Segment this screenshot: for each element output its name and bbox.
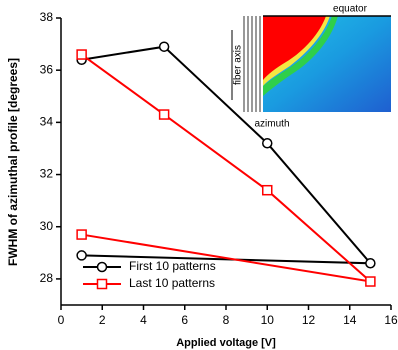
x-tick-label: 6 — [181, 313, 188, 327]
legend-label: First 10 patterns — [129, 259, 216, 273]
marker — [77, 230, 86, 239]
marker — [160, 110, 169, 119]
y-tick-label: 36 — [40, 62, 54, 76]
y-axis-title: FWHM of azimuthal profile [degrees] — [6, 58, 20, 266]
x-tick-label: 4 — [140, 313, 147, 327]
x-tick-label: 2 — [99, 313, 106, 327]
x-tick-label: 12 — [302, 313, 316, 327]
legend-marker — [98, 263, 107, 272]
legend-label: Last 10 patterns — [129, 276, 215, 290]
legend-marker — [98, 280, 107, 289]
inset-stripes — [244, 16, 260, 112]
x-tick-label: 8 — [223, 313, 230, 327]
marker — [366, 277, 375, 286]
x-axis-title: Applied voltage [V] — [176, 337, 276, 349]
inset: equator fiber axis azimuth — [232, 4, 391, 130]
x-tick-label: 16 — [384, 313, 398, 327]
marker — [263, 139, 272, 148]
x-tick-label: 0 — [58, 313, 65, 327]
marker — [77, 50, 86, 59]
x-tick-label: 10 — [261, 313, 275, 327]
y-tick-label: 28 — [40, 271, 54, 285]
x-tick-label: 14 — [343, 313, 357, 327]
marker — [366, 259, 375, 268]
y-tick-label: 32 — [40, 167, 54, 181]
y-tick-label: 30 — [40, 219, 54, 233]
inset-bottom-label: azimuth — [254, 119, 289, 130]
marker — [263, 186, 272, 195]
inset-side-label: fiber axis — [233, 45, 244, 85]
inset-top-label: equator — [333, 4, 368, 15]
y-tick-label: 34 — [40, 115, 54, 129]
marker — [77, 251, 86, 260]
chart: equator fiber axis azimuth FWHM of azimu… — [0, 0, 398, 350]
marker — [160, 42, 169, 51]
y-tick-label: 38 — [40, 10, 54, 24]
